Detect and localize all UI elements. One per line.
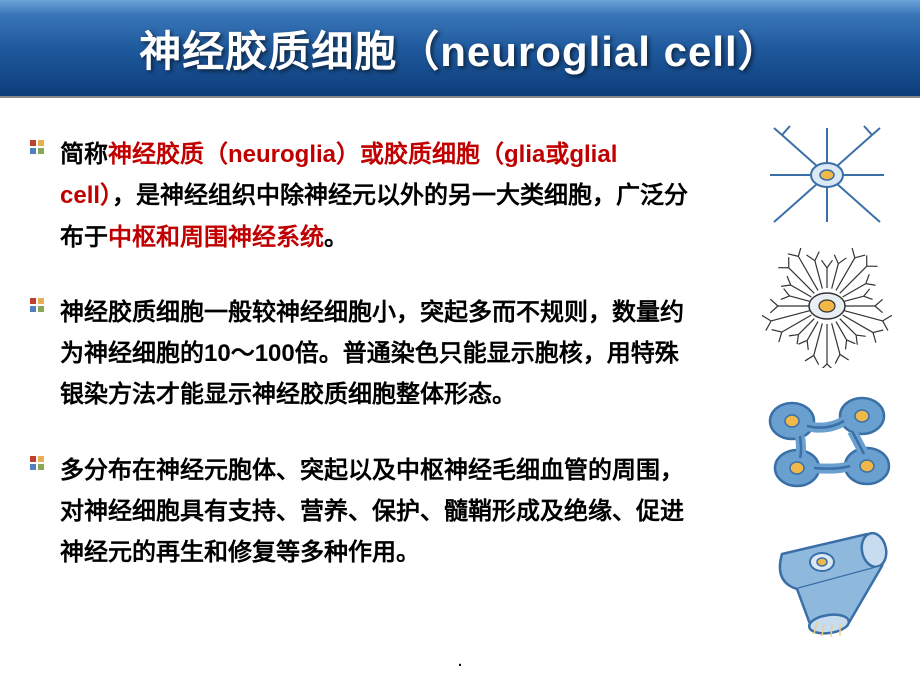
bullet-text: 简称神经胶质（neuroglia）或胶质细胞（glia或glial cell），… (60, 134, 700, 258)
oligodendrocyte-illustration (752, 386, 902, 496)
microglia-illustration (752, 248, 902, 368)
bullet-text: 多分布在神经元胞体、突起以及中枢神经毛细血管的周围，对神经细胞具有支持、营养、保… (60, 450, 700, 574)
schwann-illustration (752, 514, 902, 644)
bullet-item: 神经胶质细胞一般较神经细胞小，突起多而不规则，数量约为神经细胞的10～100倍。… (30, 292, 700, 416)
astrocyte-illustration (752, 120, 902, 230)
bullet-item: 多分布在神经元胞体、突起以及中枢神经毛细血管的周围，对神经细胞具有支持、营养、保… (30, 450, 700, 574)
bullet-icon (30, 456, 50, 475)
bullet-text: 神经胶质细胞一般较神经细胞小，突起多而不规则，数量约为神经细胞的10～100倍。… (60, 292, 700, 416)
bullet-item: 简称神经胶质（neuroglia）或胶质细胞（glia或glial cell），… (30, 134, 700, 258)
page-marker: . (457, 649, 463, 672)
cell-illustrations (752, 120, 902, 644)
content-area: 简称神经胶质（neuroglia）或胶质细胞（glia或glial cell），… (0, 98, 730, 627)
bullet-icon (30, 298, 50, 317)
bullet-icon (30, 140, 50, 159)
slide-title: 神经胶质细胞（neuroglial cell） (139, 18, 780, 79)
title-bar: 神经胶质细胞（neuroglial cell） (0, 0, 920, 98)
